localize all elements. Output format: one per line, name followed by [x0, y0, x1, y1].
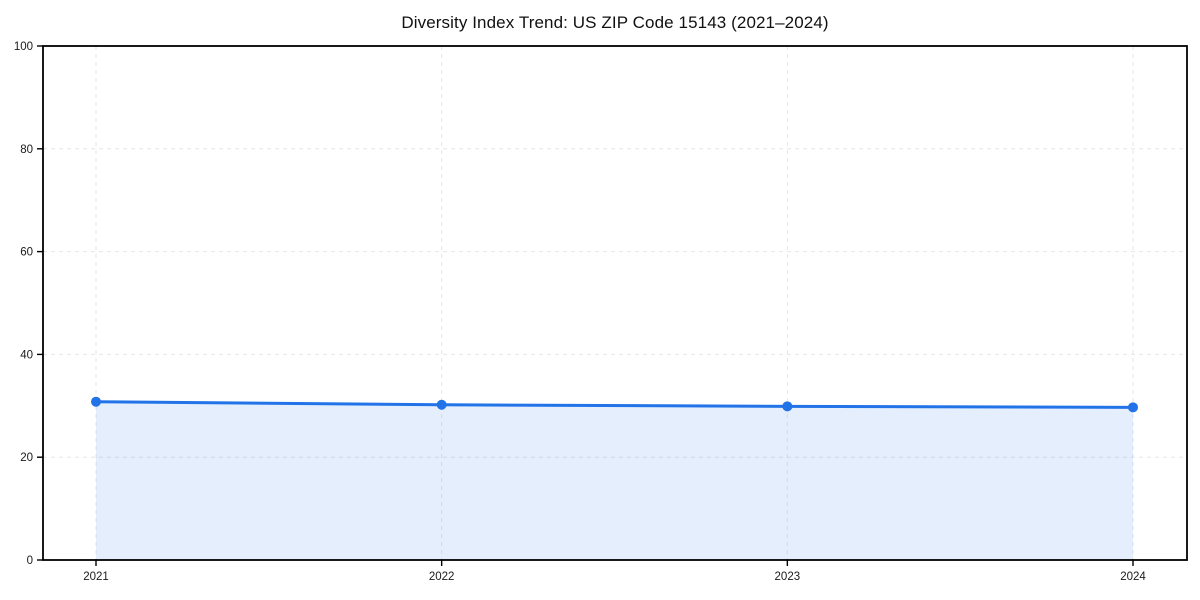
y-tick-label: 80 [20, 144, 33, 156]
y-tick-label: 60 [20, 247, 33, 259]
y-tick-label: 20 [20, 452, 33, 464]
chart-title: Diversity Index Trend: US ZIP Code 15143… [401, 13, 829, 32]
trend-line [94, 400, 1135, 409]
x-tick-label: 2023 [775, 571, 801, 583]
x-tick-label: 2021 [83, 571, 109, 583]
data-point-marker [436, 399, 447, 410]
area-fill [96, 401, 1133, 560]
x-tick-label: 2024 [1120, 571, 1146, 583]
y-tick-label: 0 [27, 555, 33, 567]
data-point-marker [91, 396, 101, 407]
x-tick-label: 2022 [429, 571, 455, 583]
plot-border [42, 45, 1188, 561]
y-tick-label: 40 [20, 349, 33, 361]
data-point-marker [1128, 402, 1138, 413]
data-point-marker [782, 401, 793, 412]
y-tick-label: 100 [14, 41, 33, 53]
